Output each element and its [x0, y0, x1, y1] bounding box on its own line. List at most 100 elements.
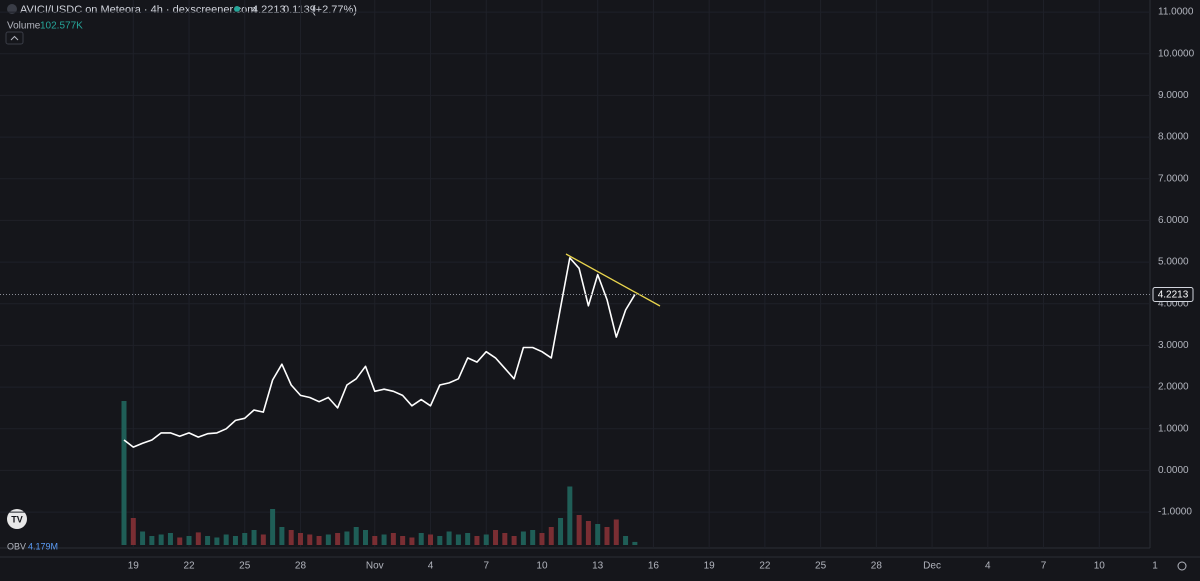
volume-bar — [344, 531, 350, 545]
volume-bar — [390, 533, 396, 545]
volume-bar — [242, 533, 248, 545]
plot-layer — [0, 0, 1150, 548]
x-tick-label: 28 — [295, 561, 307, 572]
x-tick-label: Dec — [923, 561, 941, 572]
y-tick-label: 4.0000 — [1158, 298, 1189, 309]
volume-bar — [149, 536, 155, 545]
y-tick-label: 2.0000 — [1158, 382, 1189, 393]
obv-label: OBV — [7, 541, 26, 551]
volume-bar — [279, 527, 285, 545]
volume-value: 102.577K — [40, 21, 83, 32]
volume-bar — [623, 536, 629, 545]
volume-bar — [223, 534, 229, 545]
volume-bar — [297, 533, 303, 545]
y-tick-label: 1.0000 — [1158, 423, 1189, 434]
volume-bar — [455, 534, 461, 545]
volume-bar — [539, 533, 545, 545]
volume-bar — [567, 486, 573, 545]
x-tick-label: 10 — [536, 561, 548, 572]
tv-logo[interactable] — [7, 509, 27, 529]
volume-bar — [483, 534, 489, 545]
obv-value: 4.179M — [28, 541, 58, 551]
volume-bar — [288, 530, 294, 545]
x-tick-label: 7 — [483, 561, 489, 572]
volume-bar — [502, 533, 508, 545]
x-tick-label: 19 — [128, 561, 140, 572]
y-tick-label: 0.0000 — [1158, 465, 1189, 476]
x-tick-label: 4 — [985, 561, 991, 572]
volume-bar — [177, 537, 183, 545]
volume-bar — [400, 536, 406, 545]
volume-bar — [270, 509, 276, 545]
volume-bar — [316, 536, 322, 545]
x-tick-label: 13 — [592, 561, 604, 572]
volume-bar — [325, 534, 331, 545]
volume-bar — [381, 534, 387, 545]
volume-bar — [167, 533, 173, 545]
y-tick-label: 5.0000 — [1158, 257, 1189, 268]
volume-bar — [140, 531, 146, 545]
volume-bar — [520, 531, 526, 545]
chart-title: AVICI/USDC on Meteora · 4h · dexscreener… — [20, 4, 256, 16]
y-tick-label: 6.0000 — [1158, 215, 1189, 226]
volume-bar — [558, 518, 564, 545]
volume-bar — [158, 534, 164, 545]
x-tick-label: 25 — [815, 561, 827, 572]
volume-bar — [613, 519, 619, 545]
x-tick-label: 22 — [759, 561, 771, 572]
volume-bar — [121, 401, 127, 545]
volume-bar — [409, 537, 415, 545]
last-price-tag — [1152, 287, 1194, 303]
volume-bar — [632, 541, 638, 545]
volume-bar — [428, 534, 434, 545]
y-tick-label: -1.0000 — [1158, 507, 1192, 518]
x-tick-label: 19 — [704, 561, 716, 572]
x-tick-label: 22 — [183, 561, 195, 572]
collapse-icon — [10, 35, 19, 41]
x-tick-label: 7 — [1041, 561, 1047, 572]
x-tick-label: 28 — [871, 561, 883, 572]
volume-bar — [195, 532, 201, 545]
volume-bar — [232, 536, 238, 545]
y-tick-label: 11.0000 — [1158, 7, 1194, 18]
trend-line — [565, 253, 661, 307]
volume-bar — [418, 533, 424, 545]
volume-bar — [530, 530, 536, 545]
volume-bar — [595, 524, 601, 545]
volume-bar — [511, 536, 517, 545]
collapse-button[interactable] — [5, 31, 24, 45]
settings-icon[interactable] — [1177, 561, 1187, 571]
x-tick-label: 4 — [428, 561, 434, 572]
volume-bar — [437, 536, 443, 545]
volume-bar — [446, 531, 452, 545]
last-price-tag-text: 4.2213 — [1158, 290, 1189, 301]
x-tick-label: 10 — [1094, 561, 1106, 572]
volume-bar — [465, 533, 471, 545]
volume-bar — [353, 527, 359, 545]
volume-bar — [214, 537, 220, 545]
last-price: 4.2213 — [252, 4, 286, 16]
volume-bar — [130, 518, 136, 545]
y-tick-label: 9.0000 — [1158, 90, 1189, 101]
x-tick-label: 16 — [648, 561, 660, 572]
y-tick-label: 10.0000 — [1158, 48, 1195, 59]
y-tick-label: 7.0000 — [1158, 173, 1189, 184]
volume-bar — [548, 527, 554, 545]
price-change-pct: (+2.77%) — [312, 4, 357, 16]
volume-label: Volume — [7, 21, 41, 32]
volume-bar — [493, 530, 499, 545]
volume-bar — [307, 534, 313, 545]
y-tick-label: 8.0000 — [1158, 132, 1189, 143]
price-change: 0.1139 — [283, 4, 316, 16]
volume-bar — [585, 521, 591, 545]
volume-bar — [372, 536, 378, 545]
x-tick-label: Nov — [366, 561, 384, 572]
volume-bar — [335, 533, 341, 545]
x-tick-label: 25 — [239, 561, 251, 572]
token-icon — [7, 4, 17, 14]
volume-bar — [260, 534, 266, 545]
volume-bar — [604, 527, 610, 545]
tv-logo-text: TV — [11, 514, 23, 524]
